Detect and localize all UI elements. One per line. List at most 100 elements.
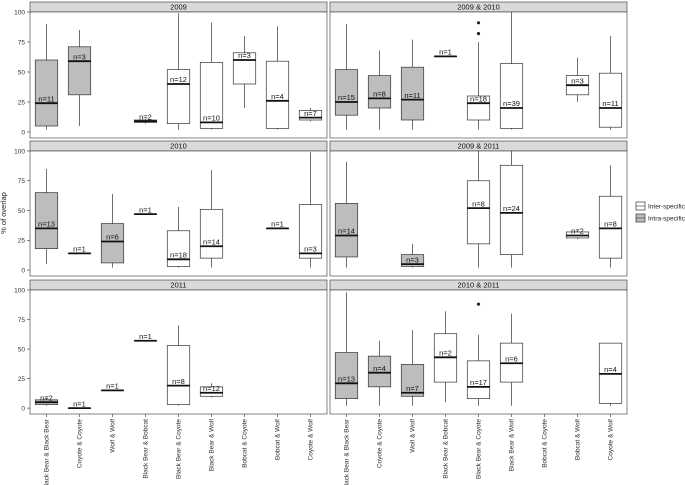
box-label: n=1 bbox=[73, 245, 86, 254]
box-2: n=1 bbox=[100, 382, 125, 392]
x-tick-label: Wolf & Wolf bbox=[110, 419, 117, 453]
x-tick-label: Bobcat & Wolf bbox=[575, 419, 582, 460]
y-tick-label: 75 bbox=[18, 178, 26, 185]
box-label: n=7 bbox=[304, 109, 317, 118]
y-tick-label: 0 bbox=[21, 267, 25, 274]
x-tick-label: Bobcat & Wolf bbox=[275, 419, 282, 460]
box-1: n=1 bbox=[67, 245, 92, 255]
box-5: n=14 bbox=[199, 170, 224, 268]
box-0: n=11 bbox=[34, 24, 59, 130]
box-body bbox=[166, 230, 191, 267]
box-3: n=2 bbox=[133, 112, 158, 124]
box-label: n=4 bbox=[271, 92, 284, 101]
box-body bbox=[199, 208, 224, 259]
x-tick-label: Wolf & Wolf bbox=[410, 419, 417, 453]
y-tick-label: 100 bbox=[14, 287, 25, 294]
box-label: n=1 bbox=[271, 220, 284, 229]
box-body bbox=[334, 203, 359, 258]
box-body bbox=[298, 110, 323, 121]
box-label: n=8 bbox=[373, 90, 386, 99]
box-4: n=8 bbox=[466, 151, 491, 268]
facet-panels: 20090255075100n=11n=3n=2n=12n=10n=3n=4n=… bbox=[14, 1, 628, 417]
box-5: n=39 bbox=[499, 12, 524, 130]
box-body bbox=[367, 75, 392, 109]
box-label: n=11 bbox=[404, 91, 420, 100]
box-body bbox=[334, 352, 359, 399]
y-tick-label: 50 bbox=[18, 208, 26, 215]
box-label: n=2 bbox=[139, 112, 152, 121]
box-label: n=2 bbox=[439, 349, 452, 358]
box-8: n=8 bbox=[598, 165, 623, 268]
box-label: n=1 bbox=[73, 399, 86, 408]
box-8: n=11 bbox=[598, 36, 623, 130]
x-tick-label: Coyote & Coyote bbox=[377, 419, 384, 469]
box-7: n=2 bbox=[565, 227, 590, 240]
box-label: n=10 bbox=[203, 114, 220, 123]
box-5: n=12 bbox=[199, 383, 224, 398]
box-1: n=4 bbox=[367, 340, 392, 406]
box-body bbox=[34, 59, 59, 127]
box-body bbox=[34, 192, 59, 249]
box-3: n=2 bbox=[433, 311, 458, 403]
box-label: n=2 bbox=[40, 393, 53, 402]
box-8: n=7 bbox=[298, 108, 323, 122]
box-label: n=3 bbox=[571, 76, 584, 85]
box-label: n=18 bbox=[170, 251, 187, 260]
panel-title: 2009 bbox=[170, 3, 187, 12]
box-label: n=13 bbox=[338, 374, 355, 383]
panel-1: 2009 & 2010 n=15 n=8 n=11 n=1 n=18 n=39 n=3 n=11 bbox=[329, 1, 628, 139]
box-3: n=1 bbox=[133, 205, 158, 215]
panel-2: 2010 0 25 50 75 100 n=13 n=1 n=6 n=1 n=18 n=14 n=1 n=… bbox=[14, 140, 328, 277]
box-body bbox=[166, 345, 191, 405]
y-tick-label: 100 bbox=[14, 148, 25, 155]
box-body bbox=[199, 62, 224, 129]
box-label: n=24 bbox=[503, 204, 520, 213]
box-body bbox=[466, 95, 491, 121]
box-label: n=3 bbox=[73, 52, 86, 61]
box-label: n=8 bbox=[472, 199, 485, 208]
box-label: n=1 bbox=[439, 48, 452, 57]
box-body bbox=[598, 195, 623, 259]
box-5: n=24 bbox=[499, 151, 524, 268]
box-label: n=12 bbox=[203, 384, 220, 393]
box-7: n=1 bbox=[265, 220, 290, 230]
box-body bbox=[67, 46, 92, 96]
y-tick-label: 0 bbox=[21, 405, 25, 412]
box-label: n=18 bbox=[470, 94, 487, 103]
box-label: n=17 bbox=[470, 378, 487, 387]
box-body bbox=[400, 66, 425, 121]
box-body bbox=[400, 364, 425, 397]
box-body bbox=[367, 355, 392, 388]
y-tick-label: 50 bbox=[18, 69, 26, 76]
box-0: n=14 bbox=[334, 161, 359, 268]
y-tick-label: 25 bbox=[18, 376, 26, 383]
box-label: n=1 bbox=[139, 332, 152, 341]
box-label: n=8 bbox=[172, 377, 185, 386]
panel-5: 2010 & 2011 n=13 n=4 n=7 n=2 n=17 n=6 n=4 bbox=[329, 279, 628, 417]
x-tick-label: Bobcat & Coyote bbox=[542, 419, 549, 468]
box-4: n=18 bbox=[466, 21, 491, 130]
box-label: n=12 bbox=[170, 75, 187, 84]
x-tick-label: Black Bear & Coyote bbox=[176, 419, 183, 479]
x-tick-label: Bobcat & Coyote bbox=[242, 419, 249, 468]
box-1: n=1 bbox=[67, 399, 92, 409]
box-3: n=1 bbox=[133, 332, 158, 342]
box-label: n=11 bbox=[38, 94, 54, 103]
box-4: n=18 bbox=[166, 206, 191, 268]
box-label: n=1 bbox=[139, 205, 152, 214]
panel-title: 2009 & 2011 bbox=[458, 142, 500, 151]
box-label: n=7 bbox=[406, 384, 419, 393]
box-7: n=3 bbox=[565, 57, 590, 102]
y-tick-label: 75 bbox=[18, 39, 26, 46]
outlier-point bbox=[476, 31, 481, 36]
outlier-point bbox=[476, 302, 481, 306]
box-label: n=4 bbox=[373, 364, 386, 373]
x-tick-label: Black Bear & Wolf bbox=[209, 419, 216, 471]
y-tick-label: 25 bbox=[18, 99, 26, 106]
box-4: n=8 bbox=[166, 325, 191, 406]
x-tick-label: Coyote & Wolf bbox=[608, 419, 615, 461]
box-body bbox=[598, 72, 623, 128]
y-tick-label: 50 bbox=[18, 346, 26, 353]
box-body bbox=[298, 204, 323, 259]
